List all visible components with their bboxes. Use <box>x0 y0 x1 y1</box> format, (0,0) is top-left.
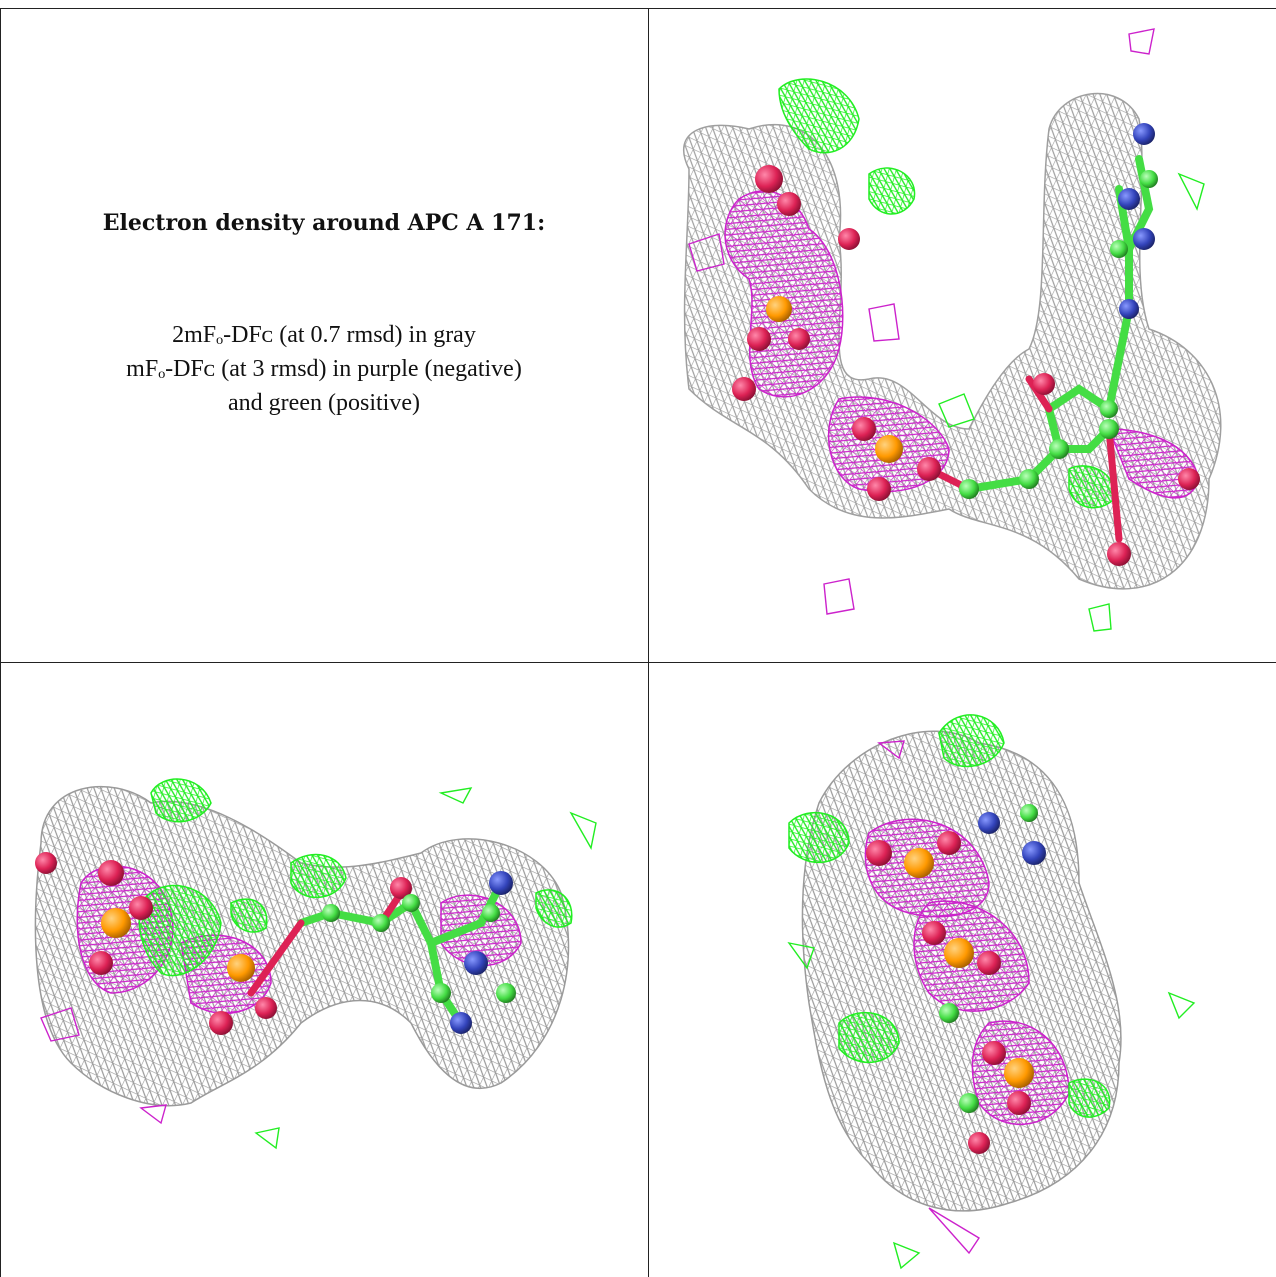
caption-line-2fofc: 2mFₒ-DFᴄ (at 0.7 rmsd) in gray <box>172 322 476 348</box>
grid-horizontal-divider <box>0 662 1276 663</box>
mesh-fofc-positive <box>778 78 860 154</box>
caption-panel: Electron density around APC A 171: 2mFₒ-… <box>0 0 648 662</box>
density-view-3 <box>649 663 1276 1277</box>
grid-vertical-divider <box>648 8 649 1277</box>
density-view-1 <box>649 9 1276 662</box>
mesh-fofc-positive <box>150 778 212 823</box>
density-view-2 <box>1 663 648 1277</box>
caption-line-fofc: mFₒ-DFᴄ (at 3 rmsd) in purple (negative) <box>126 356 522 382</box>
caption-legend: 2mFₒ-DFᴄ (at 0.7 rmsd) in gray mFₒ-DFᴄ (… <box>0 318 648 420</box>
caption-line-colors: and green (positive) <box>228 390 420 416</box>
caption-title: Electron density around APC A 171: <box>102 210 546 236</box>
mesh-fofc-positive <box>938 714 1005 768</box>
grid-left-border <box>0 8 1 1277</box>
grid-top-border <box>0 8 1276 9</box>
mesh-2fofc <box>34 785 570 1107</box>
